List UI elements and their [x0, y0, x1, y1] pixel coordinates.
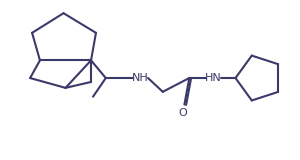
Text: HN: HN — [205, 73, 221, 83]
Text: NH: NH — [132, 73, 148, 83]
Text: O: O — [178, 108, 187, 118]
